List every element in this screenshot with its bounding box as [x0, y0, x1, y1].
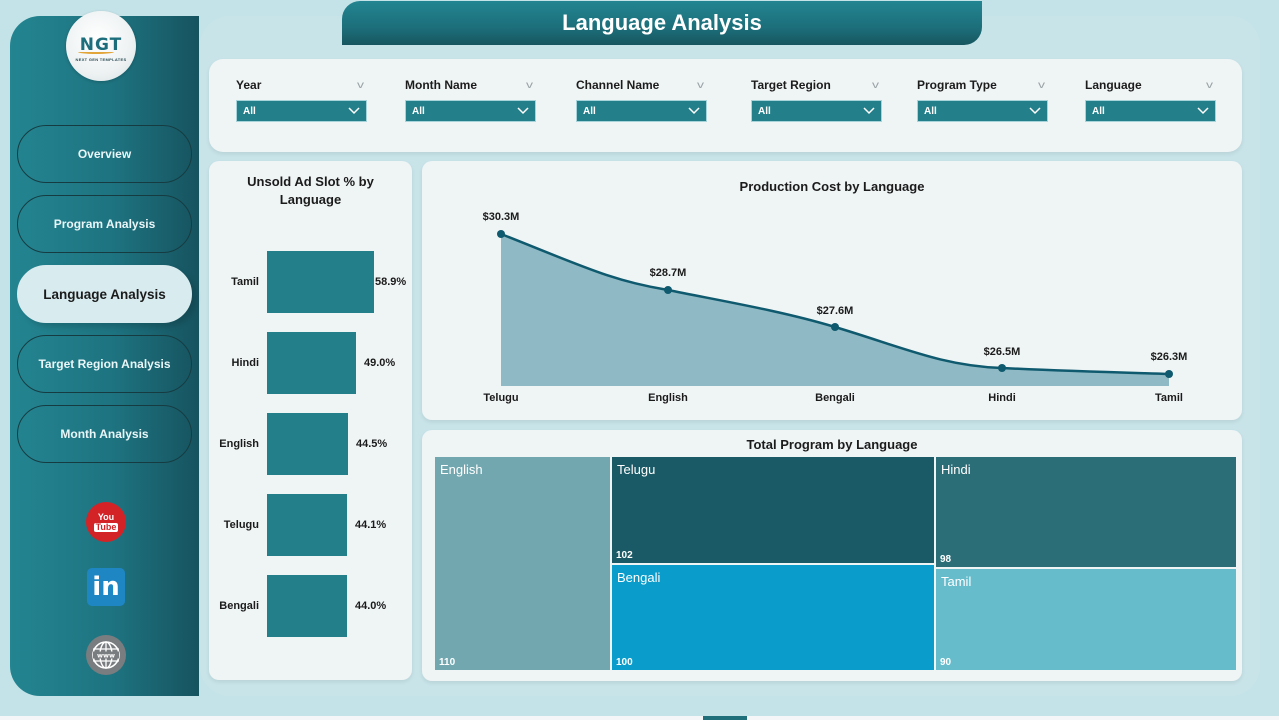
page-tabs-strip — [0, 716, 1279, 720]
svg-text:$30.3M: $30.3M — [483, 211, 520, 223]
data-point — [497, 230, 505, 238]
bar[interactable] — [267, 332, 356, 394]
chevron-down-icon — [348, 107, 360, 115]
sidebar-item-overview[interactable]: Overview — [17, 125, 192, 183]
area-chart-plot: $30.3M $28.7M $27.6M $26.5M $26.3M Telug… — [483, 211, 1188, 404]
data-point — [831, 323, 839, 331]
data-point — [664, 286, 672, 294]
svg-text:$27.6M: $27.6M — [817, 305, 854, 317]
filter-label: Program Type — [917, 78, 997, 92]
sidebar-item-program-analysis[interactable]: Program Analysis — [17, 195, 192, 253]
chevron-down-icon[interactable]: v — [526, 79, 533, 91]
treemap-cell-bengali[interactable]: Bengali 100 — [612, 565, 934, 670]
svg-text:$26.3M: $26.3M — [1151, 351, 1188, 363]
chevron-down-icon — [688, 107, 700, 115]
filter-month-name: Month Name v All — [405, 75, 536, 122]
chevron-down-icon — [1197, 107, 1209, 115]
filter-panel: Year v All Month Name v All Channel Name v … — [209, 59, 1242, 152]
filter-target-region: Target Region v All — [751, 75, 882, 122]
chevron-down-icon — [1029, 107, 1041, 115]
logo-swoosh-icon — [78, 50, 114, 54]
filter-label: Year — [236, 78, 262, 92]
svg-text:Hindi: Hindi — [988, 392, 1016, 404]
youtube-icon: You Tube — [86, 502, 126, 542]
filter-program-type: Program Type v All — [917, 75, 1048, 122]
bar-row: Telugu 44.1% — [209, 494, 409, 556]
svg-text:English: English — [648, 392, 688, 404]
treemap-cell-tamil[interactable]: Tamil 90 — [936, 569, 1236, 670]
sidebar-item-month-analysis[interactable]: Month Analysis — [17, 405, 192, 463]
chart-title: Production Cost by Language — [739, 179, 925, 194]
bar-row: Hindi 49.0% — [209, 332, 409, 394]
bar-row: Bengali 44.0% — [209, 575, 409, 637]
filter-label: Language — [1085, 78, 1142, 92]
logo-tagline: NEXT GEN TEMPLATES — [75, 56, 127, 62]
bar[interactable] — [267, 413, 348, 475]
logo: NGT NEXT GEN TEMPLATES — [66, 11, 136, 81]
filter-channel-name: Channel Name v All — [576, 75, 707, 122]
chart-title: Unsold Ad Slot % by Language — [247, 174, 374, 207]
treemap-cell-english[interactable]: English 110 — [435, 457, 610, 670]
channel-name-dropdown[interactable]: All — [576, 100, 707, 122]
svg-text:Bengali: Bengali — [815, 392, 855, 404]
program-type-dropdown[interactable]: All — [917, 100, 1048, 122]
svg-text:Telugu: Telugu — [483, 392, 518, 404]
chevron-down-icon[interactable]: v — [872, 79, 879, 91]
unsold-ad-slot-chart: Unsold Ad Slot % by Language Tamil 58.9%… — [209, 161, 412, 680]
chevron-down-icon[interactable]: v — [357, 79, 364, 91]
bar[interactable] — [267, 494, 347, 556]
filter-year: Year v All — [236, 75, 367, 122]
filter-label: Target Region — [751, 78, 831, 92]
chevron-down-icon[interactable]: v — [697, 79, 704, 91]
total-program-treemap: Total Program by Language English 110 Te… — [422, 430, 1242, 681]
svg-text:www: www — [97, 652, 115, 660]
chart-title: Total Program by Language — [746, 437, 918, 452]
page-title: Language Analysis — [342, 1, 982, 45]
filter-language: Language v All — [1085, 75, 1216, 122]
active-page-tab[interactable] — [703, 716, 747, 720]
production-cost-chart: Production Cost by Language $30.3M $28.7… — [422, 161, 1242, 420]
bar[interactable] — [267, 251, 374, 313]
youtube-link[interactable]: You Tube — [86, 502, 126, 542]
chevron-down-icon — [517, 107, 529, 115]
svg-text:Tamil: Tamil — [1155, 392, 1183, 404]
data-point — [1165, 370, 1173, 378]
language-dropdown[interactable]: All — [1085, 100, 1216, 122]
sidebar-item-language-analysis[interactable]: Language Analysis — [17, 265, 192, 323]
year-dropdown[interactable]: All — [236, 100, 367, 122]
bar-row: English 44.5% — [209, 413, 409, 475]
svg-text:$28.7M: $28.7M — [650, 267, 687, 279]
chevron-down-icon[interactable]: v — [1038, 79, 1045, 91]
svg-text:$26.5M: $26.5M — [984, 346, 1021, 358]
target-region-dropdown[interactable]: All — [751, 100, 882, 122]
website-link[interactable]: www — [86, 635, 126, 675]
bar[interactable] — [267, 575, 347, 637]
filter-label: Channel Name — [576, 78, 660, 92]
globe-icon: www — [86, 635, 126, 675]
chevron-down-icon — [863, 107, 875, 115]
data-point — [998, 364, 1006, 372]
treemap-cell-hindi[interactable]: Hindi 98 — [936, 457, 1236, 567]
treemap-cell-telugu[interactable]: Telugu 102 — [612, 457, 934, 563]
linkedin-icon: in — [87, 568, 125, 606]
sidebar-item-target-region-analysis[interactable]: Target Region Analysis — [17, 335, 192, 393]
linkedin-link[interactable]: in — [86, 567, 126, 607]
chevron-down-icon[interactable]: v — [1206, 79, 1213, 91]
bar-row: Tamil 58.9% — [209, 251, 409, 313]
month-name-dropdown[interactable]: All — [405, 100, 536, 122]
filter-label: Month Name — [405, 78, 477, 92]
